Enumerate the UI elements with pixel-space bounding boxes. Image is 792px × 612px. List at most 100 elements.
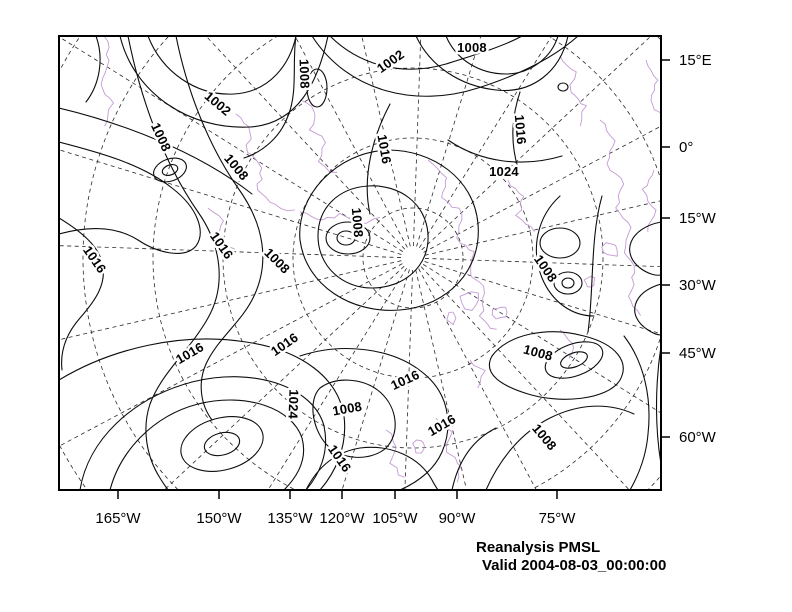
pressure-contour	[629, 221, 661, 276]
pressure-contour	[59, 338, 346, 490]
coastline	[235, 113, 295, 212]
meridian-line	[59, 149, 402, 255]
meridian-line	[59, 263, 403, 447]
coastline	[645, 59, 661, 116]
latitude-circle	[82, 36, 661, 490]
meridian-line	[421, 36, 652, 251]
pressure-contour-ring	[557, 82, 569, 92]
contour-label: 1008	[261, 245, 293, 277]
contour-label: 1008	[349, 207, 367, 238]
pressure-contour	[535, 195, 595, 317]
coastline-island	[459, 291, 479, 311]
meridian-line	[59, 245, 402, 258]
latitude-circle	[292, 137, 534, 379]
map-border	[58, 35, 662, 491]
coastline-island	[412, 439, 425, 454]
pressure-contour-ring	[180, 416, 264, 472]
contour-label: 1016	[325, 442, 354, 475]
contour-label: 1016	[268, 330, 301, 359]
x-axis-tick-label: 90°W	[439, 510, 477, 527]
pressure-contour	[485, 405, 635, 490]
pressure-contour-ring	[203, 431, 241, 457]
contour-label: 1024	[489, 164, 519, 179]
y-axis-tick-label: 30°W	[679, 277, 717, 294]
pressure-contour	[312, 379, 396, 458]
contour-label: 1024	[285, 389, 301, 420]
meridian-line	[59, 260, 402, 341]
pressure-contour	[147, 36, 297, 95]
pressure-contour-ring	[553, 271, 583, 295]
contour-label: 1008	[148, 120, 174, 153]
plot-subtitle: Valid 2004-08-03_00:00:00	[482, 557, 666, 574]
contour-layer	[59, 36, 661, 490]
pressure-contour	[109, 399, 304, 490]
contour-label: 1008	[296, 59, 312, 89]
pressure-contour	[85, 36, 101, 103]
pressure-contour-ring	[336, 230, 356, 246]
coastline	[207, 207, 235, 250]
x-axis-tick-label: 105°W	[372, 510, 418, 527]
x-axis-tick-label: 150°W	[196, 510, 242, 527]
contour-label: 1016	[80, 243, 109, 276]
pressure-contour	[587, 195, 603, 333]
y-axis-tick-label: 45°W	[679, 345, 717, 362]
pressure-contour	[119, 36, 329, 128]
pressure-contour	[311, 36, 579, 97]
x-axis-tick-label: 120°W	[319, 510, 365, 527]
coastline-layer	[100, 36, 661, 483]
contour-label: 1016	[207, 229, 236, 262]
meridian-line	[419, 36, 553, 249]
coastline	[559, 55, 588, 127]
meridian-line	[423, 125, 661, 253]
pressure-contour	[299, 149, 479, 311]
contour-label: 1016	[173, 339, 206, 367]
pressure-contour	[488, 331, 624, 400]
axis-layer: 165°W 150°W 135°W 120°W 105°W 90°W 75°W 15°E 0° 1…	[95, 52, 716, 527]
coastline	[299, 211, 380, 226]
contour-label: 1008	[221, 151, 252, 183]
pressure-contour-ring	[560, 351, 588, 369]
meridian-line	[341, 269, 410, 490]
pressure-contour	[451, 427, 497, 490]
meridian-line	[422, 264, 661, 414]
y-axis-tick-label: 15°W	[679, 210, 717, 227]
coastline	[469, 359, 486, 389]
meridian-line	[404, 269, 413, 490]
contour-label: 1008	[531, 252, 560, 285]
pressure-contour	[415, 36, 569, 92]
pressure-contour	[59, 217, 104, 371]
coastline	[507, 179, 535, 232]
y-axis-tick-label: 15°E	[679, 52, 712, 69]
pressure-contour-ring	[561, 277, 575, 289]
x-axis-tick-label: 75°W	[539, 510, 577, 527]
coastline-island	[583, 275, 596, 288]
coastline-island	[491, 306, 508, 320]
pressure-contour	[447, 139, 563, 163]
coastline	[100, 36, 115, 127]
contour-label: 1016	[374, 133, 394, 165]
pressure-contour	[329, 36, 523, 70]
contour-label: 1008	[529, 421, 560, 453]
contour-label: 1002	[202, 88, 234, 119]
meridian-line	[420, 266, 630, 490]
coastline	[299, 99, 338, 173]
meridian-line	[424, 258, 661, 268]
meridian-line	[424, 261, 661, 335]
pressure-contour-ring	[161, 164, 179, 176]
meridian-line	[424, 200, 661, 256]
coastline	[641, 169, 657, 232]
coastline-island	[446, 311, 457, 326]
contour-label: 1008	[522, 342, 555, 364]
coastline	[427, 159, 497, 330]
pressure-contour	[655, 345, 661, 465]
latitude-circle	[152, 36, 661, 490]
coastline	[599, 119, 641, 316]
pressure-contour	[317, 185, 429, 289]
pressure-contour	[512, 91, 521, 169]
contour-label: 1016	[512, 114, 530, 145]
pressure-contour	[59, 141, 201, 254]
contour-label: 1016	[388, 367, 421, 393]
pressure-contour	[634, 283, 661, 336]
